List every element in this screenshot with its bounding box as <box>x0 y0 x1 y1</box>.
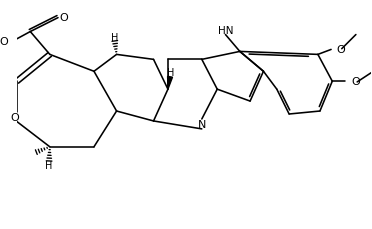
Text: H: H <box>167 68 174 78</box>
Text: O: O <box>352 77 360 87</box>
Text: HN: HN <box>218 25 233 35</box>
Text: N: N <box>198 119 207 129</box>
Text: H: H <box>45 161 53 170</box>
Polygon shape <box>168 77 173 90</box>
Text: O: O <box>0 37 8 47</box>
Text: H: H <box>112 33 119 43</box>
Text: O: O <box>11 112 20 123</box>
Text: O: O <box>59 13 68 23</box>
Text: O: O <box>336 45 345 55</box>
